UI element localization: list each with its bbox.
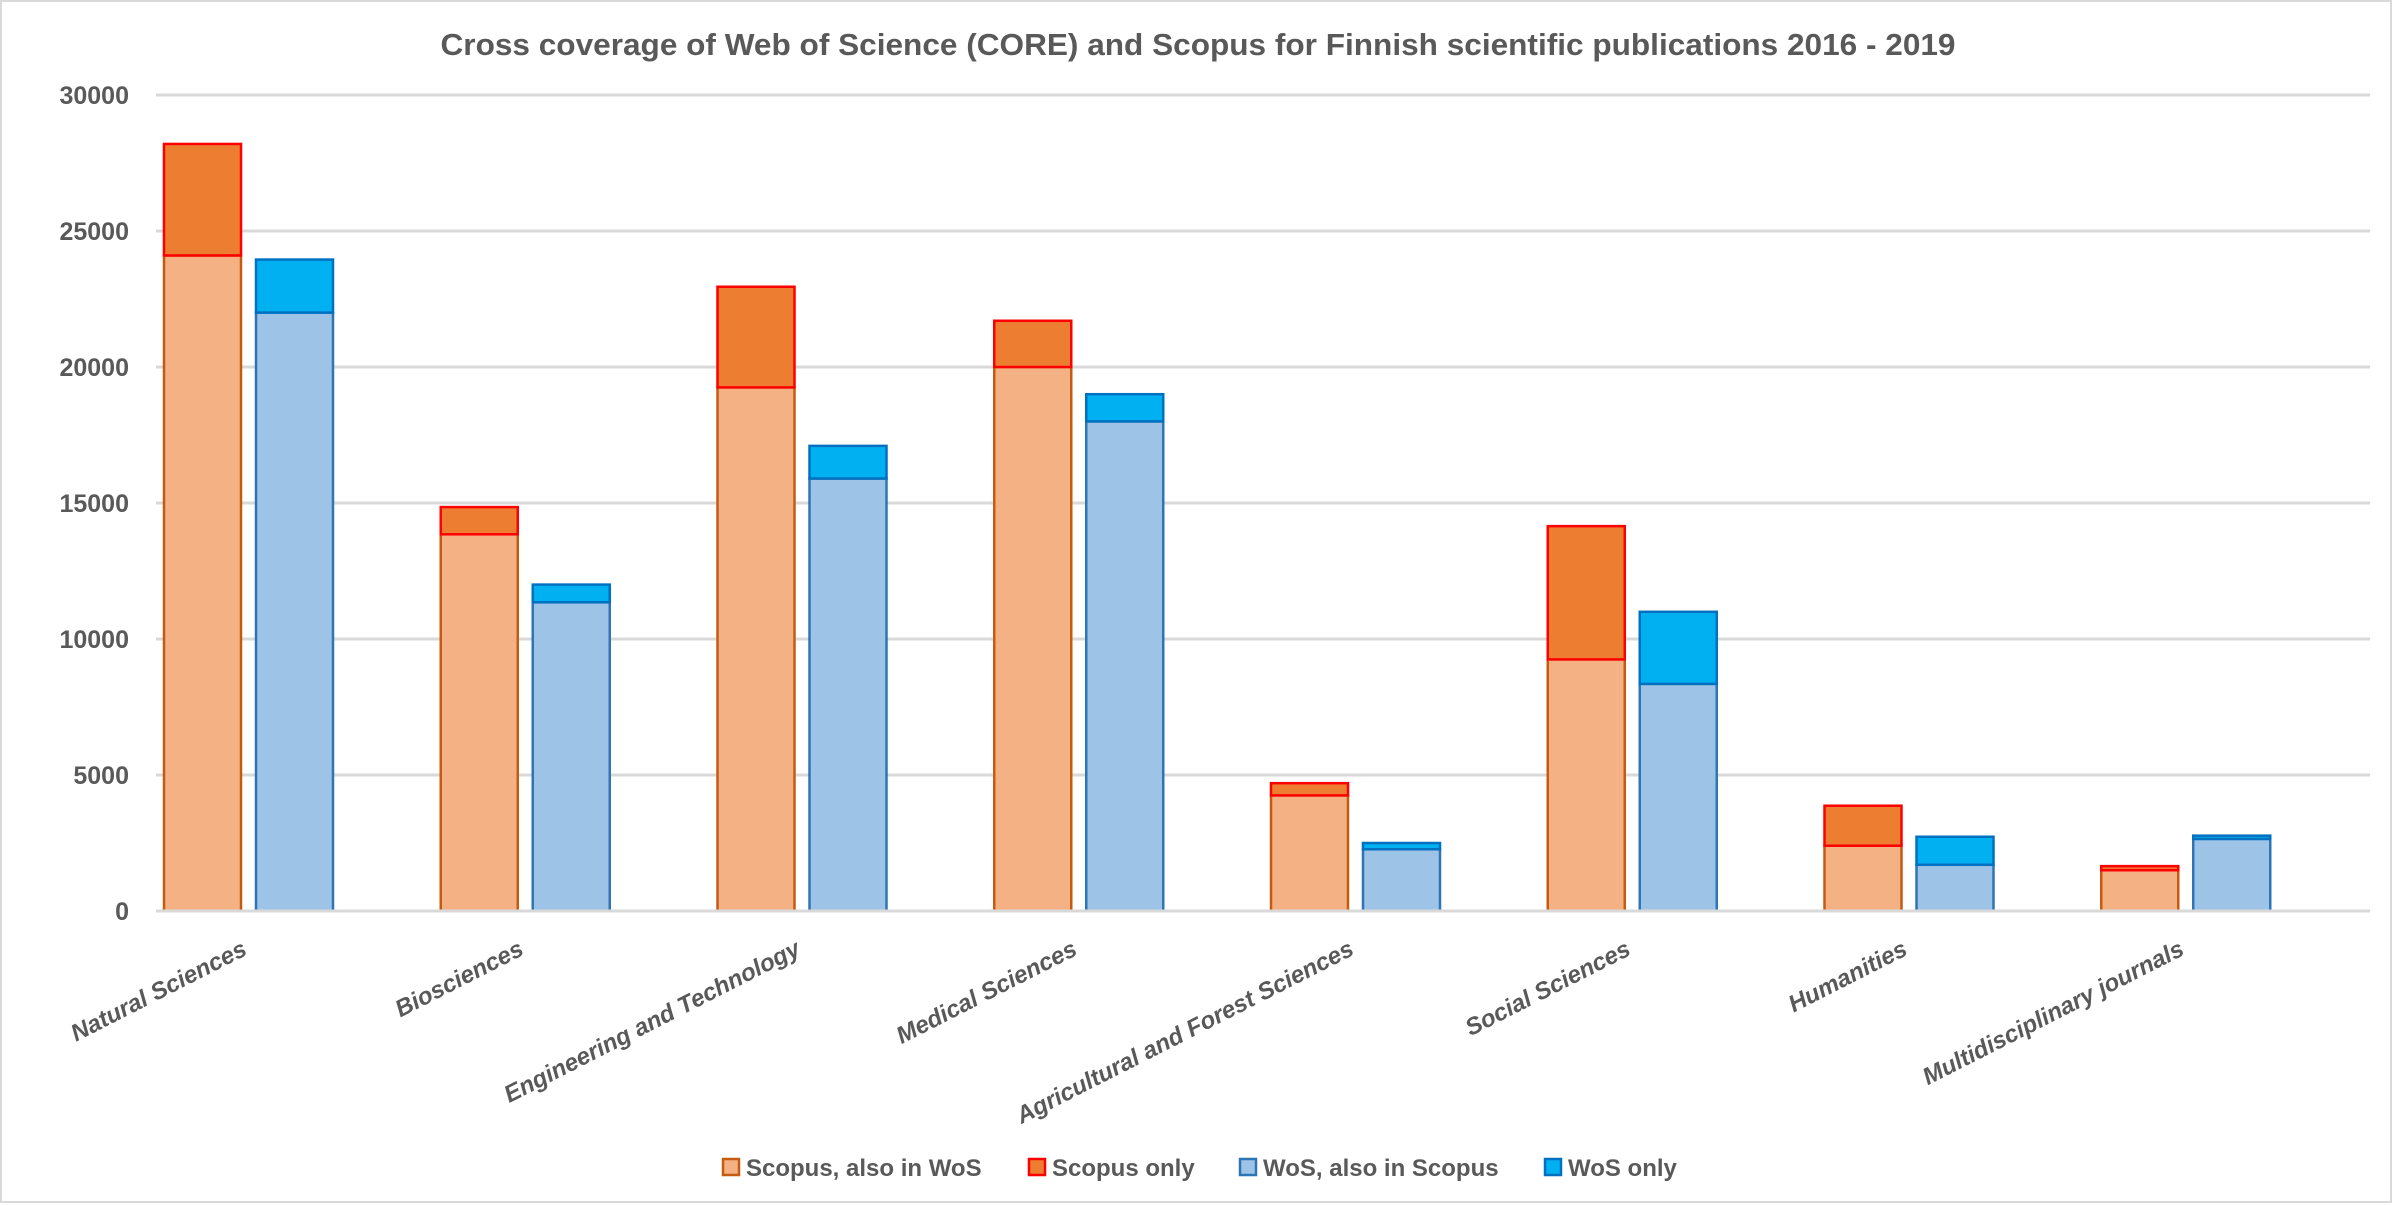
x-tick-label: Engineering and Technology — [500, 935, 806, 1109]
bar-wos-only — [254, 258, 335, 314]
legend-item: Scopus only — [1027, 1155, 1195, 1182]
bar-scopus-also-in-wos — [993, 365, 1073, 913]
y-tick-label: 10000 — [59, 626, 129, 654]
bar-scopus-only — [716, 285, 796, 389]
bar-wos-only — [1085, 392, 1165, 423]
bar-wos-only — [1915, 835, 1995, 867]
bar-scopus-only — [439, 505, 519, 536]
x-tick-label: Medical Sciences — [892, 935, 1081, 1049]
gridlines — [156, 93, 2370, 913]
bar-scopus-only — [162, 142, 243, 257]
bar-scopus-only — [1269, 781, 1350, 797]
bar-scopus-also-in-wos — [439, 533, 519, 913]
x-tick-label: Natural Sciences — [66, 935, 251, 1047]
bars — [156, 142, 2370, 913]
bar-wos-only — [1638, 610, 1718, 686]
y-axis-ticks: 0 5000 10000 15000 20000 25000 30000 — [59, 82, 129, 926]
bar-wos-also-in-scopus — [531, 601, 611, 913]
y-tick-label: 5000 — [73, 762, 129, 790]
chart-title: Cross coverage of Web of Science (CORE) … — [441, 27, 1956, 62]
bar-scopus-only — [993, 319, 1073, 369]
legend-swatch — [1027, 1157, 1047, 1177]
bar-wos-only — [2192, 834, 2272, 841]
category-group — [993, 319, 1165, 913]
bar-scopus-only — [1823, 804, 1903, 847]
bar-wos-only — [808, 444, 888, 480]
y-tick-label: 20000 — [59, 354, 129, 382]
bar-scopus-also-in-wos — [1823, 844, 1903, 913]
legend-label: Scopus only — [1052, 1155, 1195, 1182]
legend: Scopus, also in WoS Scopus only WoS, also … — [721, 1155, 1678, 1182]
category-group — [1269, 781, 1442, 913]
legend-item: WoS, also in Scopus — [1238, 1155, 1499, 1182]
bar-wos-only — [1361, 841, 1442, 851]
legend-label: WoS only — [1568, 1155, 1678, 1182]
legend-item: Scopus, also in WoS — [721, 1155, 982, 1182]
legend-swatch — [1238, 1157, 1258, 1177]
x-tick-label: Multidisciplinary journals — [1918, 935, 2188, 1090]
bar-scopus-only — [1546, 524, 1626, 661]
legend-swatch — [721, 1157, 741, 1177]
bar-wos-also-in-scopus — [808, 477, 888, 913]
bar-wos-also-in-scopus — [1915, 863, 1995, 913]
legend-item: WoS only — [1543, 1155, 1678, 1182]
category-group — [2100, 834, 2272, 913]
y-tick-label: 30000 — [59, 82, 129, 110]
bar-wos-also-in-scopus — [254, 311, 335, 913]
category-group — [162, 142, 335, 913]
bar-scopus-also-in-wos — [1546, 658, 1626, 913]
bar-wos-also-in-scopus — [2192, 837, 2272, 913]
bar-wos-only — [531, 583, 611, 604]
category-group — [1546, 524, 1718, 913]
bar-wos-also-in-scopus — [1085, 420, 1165, 913]
bar-scopus-only — [2100, 864, 2180, 872]
bar-scopus-also-in-wos — [2100, 868, 2180, 913]
category-group — [716, 285, 888, 913]
bar-scopus-also-in-wos — [1269, 794, 1350, 913]
x-tick-label: Humanities — [1784, 935, 1912, 1018]
legend-label: WoS, also in Scopus — [1263, 1155, 1499, 1182]
category-group — [1823, 804, 1995, 913]
x-tick-label: Social Sciences — [1461, 935, 1635, 1041]
category-group — [439, 505, 611, 913]
bar-scopus-also-in-wos — [716, 386, 796, 913]
y-tick-label: 0 — [115, 898, 129, 926]
bar-scopus-also-in-wos — [162, 254, 243, 913]
y-tick-label: 25000 — [59, 218, 129, 246]
y-tick-label: 15000 — [59, 490, 129, 518]
legend-label: Scopus, also in WoS — [746, 1155, 982, 1182]
bar-wos-also-in-scopus — [1361, 848, 1442, 913]
bar-wos-also-in-scopus — [1638, 682, 1718, 913]
legend-swatch — [1543, 1157, 1563, 1177]
x-tick-label: Biosciences — [391, 935, 528, 1023]
